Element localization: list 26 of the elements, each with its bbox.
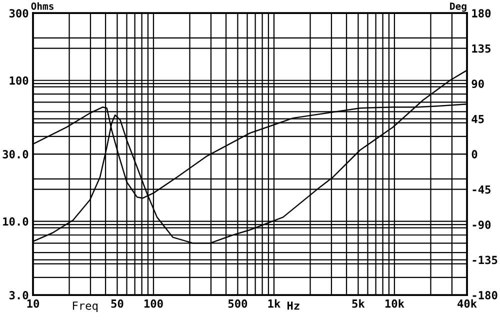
y2-tick-label: -180 [472, 291, 498, 300]
y-tick-label: 3.0 [9, 291, 28, 300]
y2-tick-label: 180 [472, 9, 491, 18]
y2-tick-label: -135 [472, 256, 498, 264]
x-tick-label: 10k [385, 299, 404, 308]
y2-tick-label: -90 [472, 220, 491, 229]
y-tick-label: 100 [10, 76, 28, 85]
text: Hz [287, 302, 300, 310]
y-axis-title: Ohms [31, 2, 54, 10]
y2-tick-label: 0 [472, 150, 478, 158]
x-tick-label: 1k [268, 299, 280, 308]
x-axis-title: Freq [72, 302, 98, 312]
y-tick-label: 300 [9, 9, 28, 18]
y-tick-label: 30.0 [2, 150, 28, 158]
x-tick-label: 50 [111, 299, 124, 308]
y-tick-label: 10.0 [3, 217, 28, 226]
y2-tick-label: 90 [472, 80, 484, 88]
y2-axis-title: Deg [450, 2, 466, 12]
x-tick-label: 40k [458, 299, 477, 308]
x-tick-label: 5k [352, 299, 365, 308]
x-tick-label: 500 [228, 299, 248, 308]
y2-tick-label: -45 [472, 185, 490, 194]
y2-tick-label: 45 [472, 114, 484, 124]
x-tick-label: 10 [27, 299, 40, 308]
y2-tick-label: 135 [472, 44, 490, 53]
x-tick-label: 100 [144, 299, 163, 308]
